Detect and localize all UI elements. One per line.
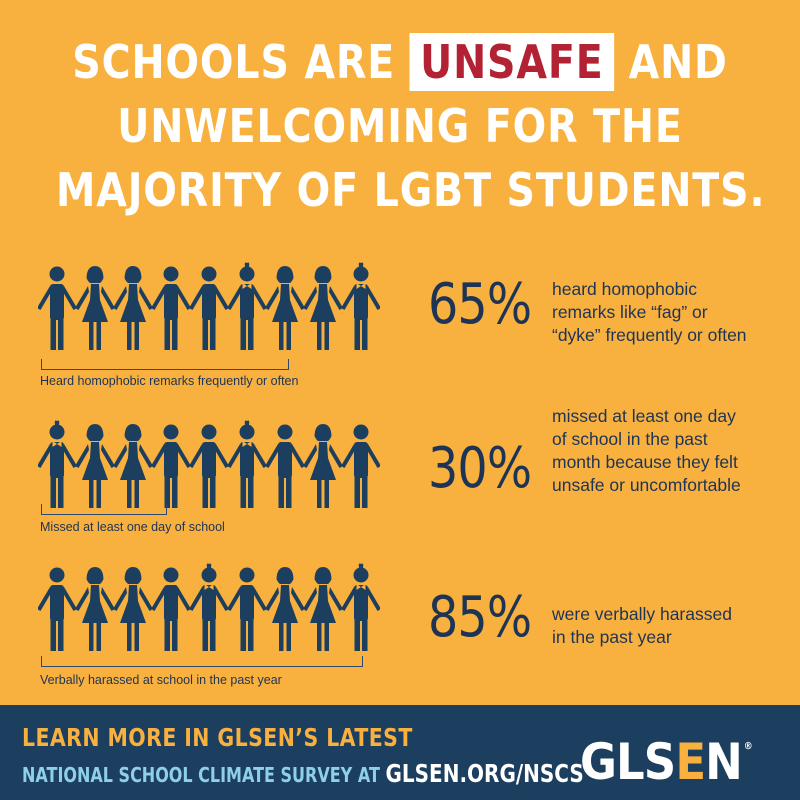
- boy-figure-icon: [151, 567, 191, 651]
- figure-group: [38, 262, 418, 352]
- stat-description: heard homophobic remarks like “fag” or “…: [552, 278, 792, 347]
- description-line: “dyke” frequently or often: [552, 325, 747, 345]
- girl-figure-icon: [303, 567, 343, 651]
- girl-figure-icon: [265, 266, 305, 350]
- figure-group: [38, 563, 418, 653]
- boy-figure-icon: [341, 563, 380, 651]
- headline-line-1: SCHOOLS ARE UNSAFE AND: [56, 30, 744, 94]
- boy-figure-icon: [151, 424, 191, 508]
- stat-description: were verbally harassed in the past year: [552, 603, 792, 649]
- hair-tuft-icon: [358, 262, 364, 267]
- stat-percent: 85%: [428, 585, 532, 650]
- headline-line-2: UNWELCOMING FOR THE: [117, 99, 683, 153]
- description-line: month because they felt: [552, 452, 738, 472]
- boy-figure-icon: [341, 262, 380, 350]
- percentage-bracket: [41, 656, 363, 667]
- girl-figure-icon: [75, 567, 115, 651]
- girl-figure-icon: [113, 567, 153, 651]
- description-line: were verbally harassed: [552, 604, 732, 624]
- hair-tuft-icon: [244, 420, 250, 425]
- stat-caption: Missed at least one day of school: [40, 520, 225, 534]
- bowtie-icon: [52, 441, 62, 447]
- stat-percent: 65%: [428, 272, 532, 337]
- girl-figure-icon: [265, 567, 305, 651]
- figures-graphic: [38, 420, 380, 508]
- stat-row-2: Missed at least one day of school 30% mi…: [0, 406, 800, 560]
- survey-link[interactable]: GLSEN.ORG/NSCS: [385, 759, 584, 788]
- logo-text: GLS: [580, 733, 676, 791]
- stat-percent: 30%: [428, 436, 532, 501]
- girl-figure-icon: [75, 266, 115, 350]
- bowtie-icon: [204, 584, 214, 590]
- percentage-bracket: [41, 359, 289, 370]
- footer-subheading-text: NATIONAL SCHOOL CLIMATE SURVEY AT: [22, 763, 380, 787]
- boy-figure-icon: [227, 262, 267, 350]
- hair-tuft-icon: [244, 262, 250, 267]
- hair-tuft-icon: [358, 563, 364, 568]
- stat-caption: Verbally harassed at school in the past …: [40, 673, 282, 687]
- description-line: in the past year: [552, 627, 672, 647]
- headline-text: AND: [628, 35, 728, 89]
- description-line: unsafe or uncomfortable: [552, 475, 741, 495]
- glsen-logo: GLSEN ®: [580, 733, 753, 791]
- description-line: missed at least one day: [552, 406, 736, 426]
- logo-text: N: [705, 733, 743, 791]
- figure-group: [38, 420, 418, 510]
- description-line: of school in the past: [552, 429, 708, 449]
- boy-figure-icon: [265, 424, 305, 508]
- hair-tuft-icon: [54, 420, 60, 425]
- percentage-bracket: [41, 504, 167, 515]
- girl-figure-icon: [75, 424, 115, 508]
- bowtie-icon: [242, 441, 252, 447]
- boy-figure-icon: [189, 266, 229, 350]
- girl-figure-icon: [113, 424, 153, 508]
- unsafe-highlight: UNSAFE: [409, 33, 614, 91]
- footer-banner: LEARN MORE IN GLSEN’S LATEST NATIONAL SC…: [0, 705, 800, 800]
- girl-figure-icon: [113, 266, 153, 350]
- girl-figure-icon: [303, 424, 343, 508]
- bowtie-icon: [356, 584, 366, 590]
- description-line: remarks like “fag” or: [552, 302, 708, 322]
- stat-row-1: Heard homophobic remarks frequently or o…: [0, 262, 800, 402]
- registered-mark: ®: [743, 741, 753, 752]
- description-line: heard homophobic: [552, 279, 697, 299]
- boy-figure-icon: [38, 266, 77, 350]
- stat-row-3: Verbally harassed at school in the past …: [0, 563, 800, 703]
- figures-graphic: [38, 262, 380, 350]
- bowtie-icon: [242, 283, 252, 289]
- boy-figure-icon: [151, 266, 191, 350]
- hair-tuft-icon: [206, 563, 212, 568]
- girl-figure-icon: [303, 266, 343, 350]
- headline-text: SCHOOLS ARE: [72, 35, 396, 89]
- boy-figure-icon: [38, 567, 77, 651]
- stat-description: missed at least one day of school in the…: [552, 405, 792, 497]
- boy-figure-icon: [38, 420, 77, 508]
- logo-letter-e: E: [675, 733, 706, 791]
- boy-figure-icon: [189, 424, 229, 508]
- figures-graphic: [38, 563, 380, 651]
- headline-line-3: MAJORITY OF LGBT STUDENTS.: [56, 163, 766, 217]
- stat-caption: Heard homophobic remarks frequently or o…: [40, 374, 299, 388]
- bowtie-icon: [356, 283, 366, 289]
- headline: SCHOOLS ARE UNSAFE AND UNWELCOMING FOR T…: [56, 30, 766, 222]
- boy-figure-icon: [227, 567, 267, 651]
- boy-figure-icon: [341, 424, 380, 508]
- footer-subheading: NATIONAL SCHOOL CLIMATE SURVEY AT GLSEN.…: [22, 759, 584, 788]
- footer-heading: LEARN MORE IN GLSEN’S LATEST: [22, 723, 413, 752]
- boy-figure-icon: [189, 563, 229, 651]
- boy-figure-icon: [227, 420, 267, 508]
